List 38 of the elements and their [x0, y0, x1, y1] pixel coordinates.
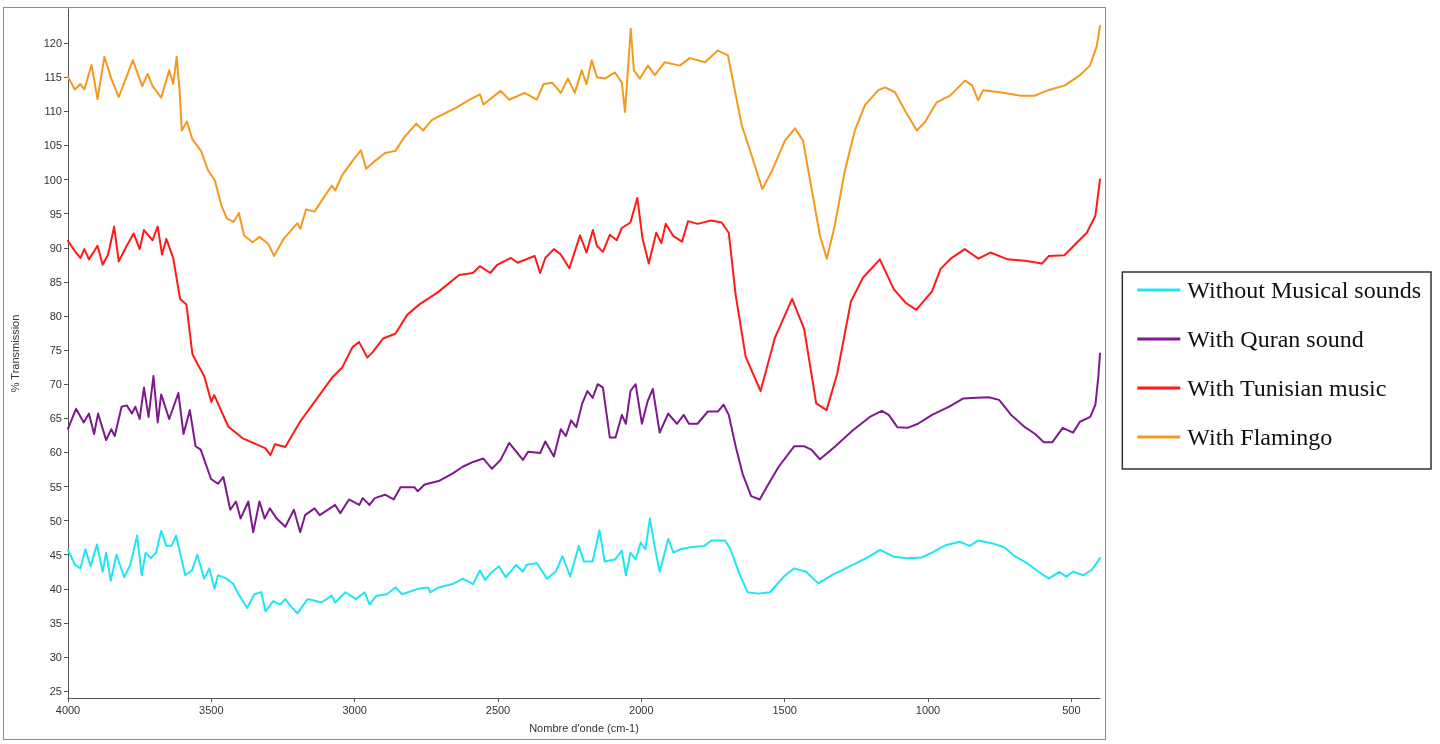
x-axis-title: Nombre d'onde (cm-1)	[529, 721, 639, 734]
y-tick-label: 85	[49, 275, 62, 288]
y-tick-label: 25	[49, 685, 62, 698]
line-series	[67, 517, 1101, 615]
y-tick-label: 100	[43, 173, 62, 186]
y-tick-label: 40	[49, 582, 62, 595]
y-tick-label: 45	[49, 548, 62, 561]
y-tick-label: 65	[49, 412, 62, 425]
y-tick-label: 80	[49, 309, 62, 322]
line-series	[67, 352, 1101, 534]
line-series	[67, 178, 1101, 457]
y-tick-label: 35	[49, 616, 62, 629]
legend-label: Without Musical sounds	[1187, 277, 1422, 303]
legend-label: With Tunisian music	[1187, 375, 1387, 401]
x-tick-label: 4000	[55, 703, 81, 716]
y-tick-label: 120	[43, 37, 62, 50]
x-tick-label: 1000	[915, 703, 941, 716]
line-series	[67, 25, 1101, 260]
x-tick-label: 2500	[485, 703, 511, 716]
y-tick-label: 105	[43, 139, 62, 152]
y-tick-label: 115	[44, 71, 62, 84]
x-tick-label: 3000	[342, 703, 367, 716]
y-tick-label: 90	[49, 241, 62, 254]
x-tick-label: 500	[1062, 703, 1081, 716]
y-tick-label: 30	[49, 651, 62, 664]
x-tick-label: 2000	[629, 703, 654, 716]
y-tick-label: 55	[49, 480, 62, 493]
legend-label: With Flamingo	[1187, 424, 1333, 450]
x-tick-label: 1500	[772, 703, 797, 716]
legend-label: With Quran sound	[1187, 326, 1364, 352]
y-tick-label: 110	[44, 105, 62, 118]
y-tick-label: 75	[49, 344, 62, 357]
x-tick-label: 3500	[199, 703, 224, 716]
y-tick-label: 95	[49, 207, 62, 220]
y-tick-label: 60	[49, 446, 62, 459]
y-tick-label: 70	[49, 378, 62, 391]
y-axis-title: % Transmission	[8, 314, 21, 393]
y-tick-label: 50	[49, 514, 62, 527]
